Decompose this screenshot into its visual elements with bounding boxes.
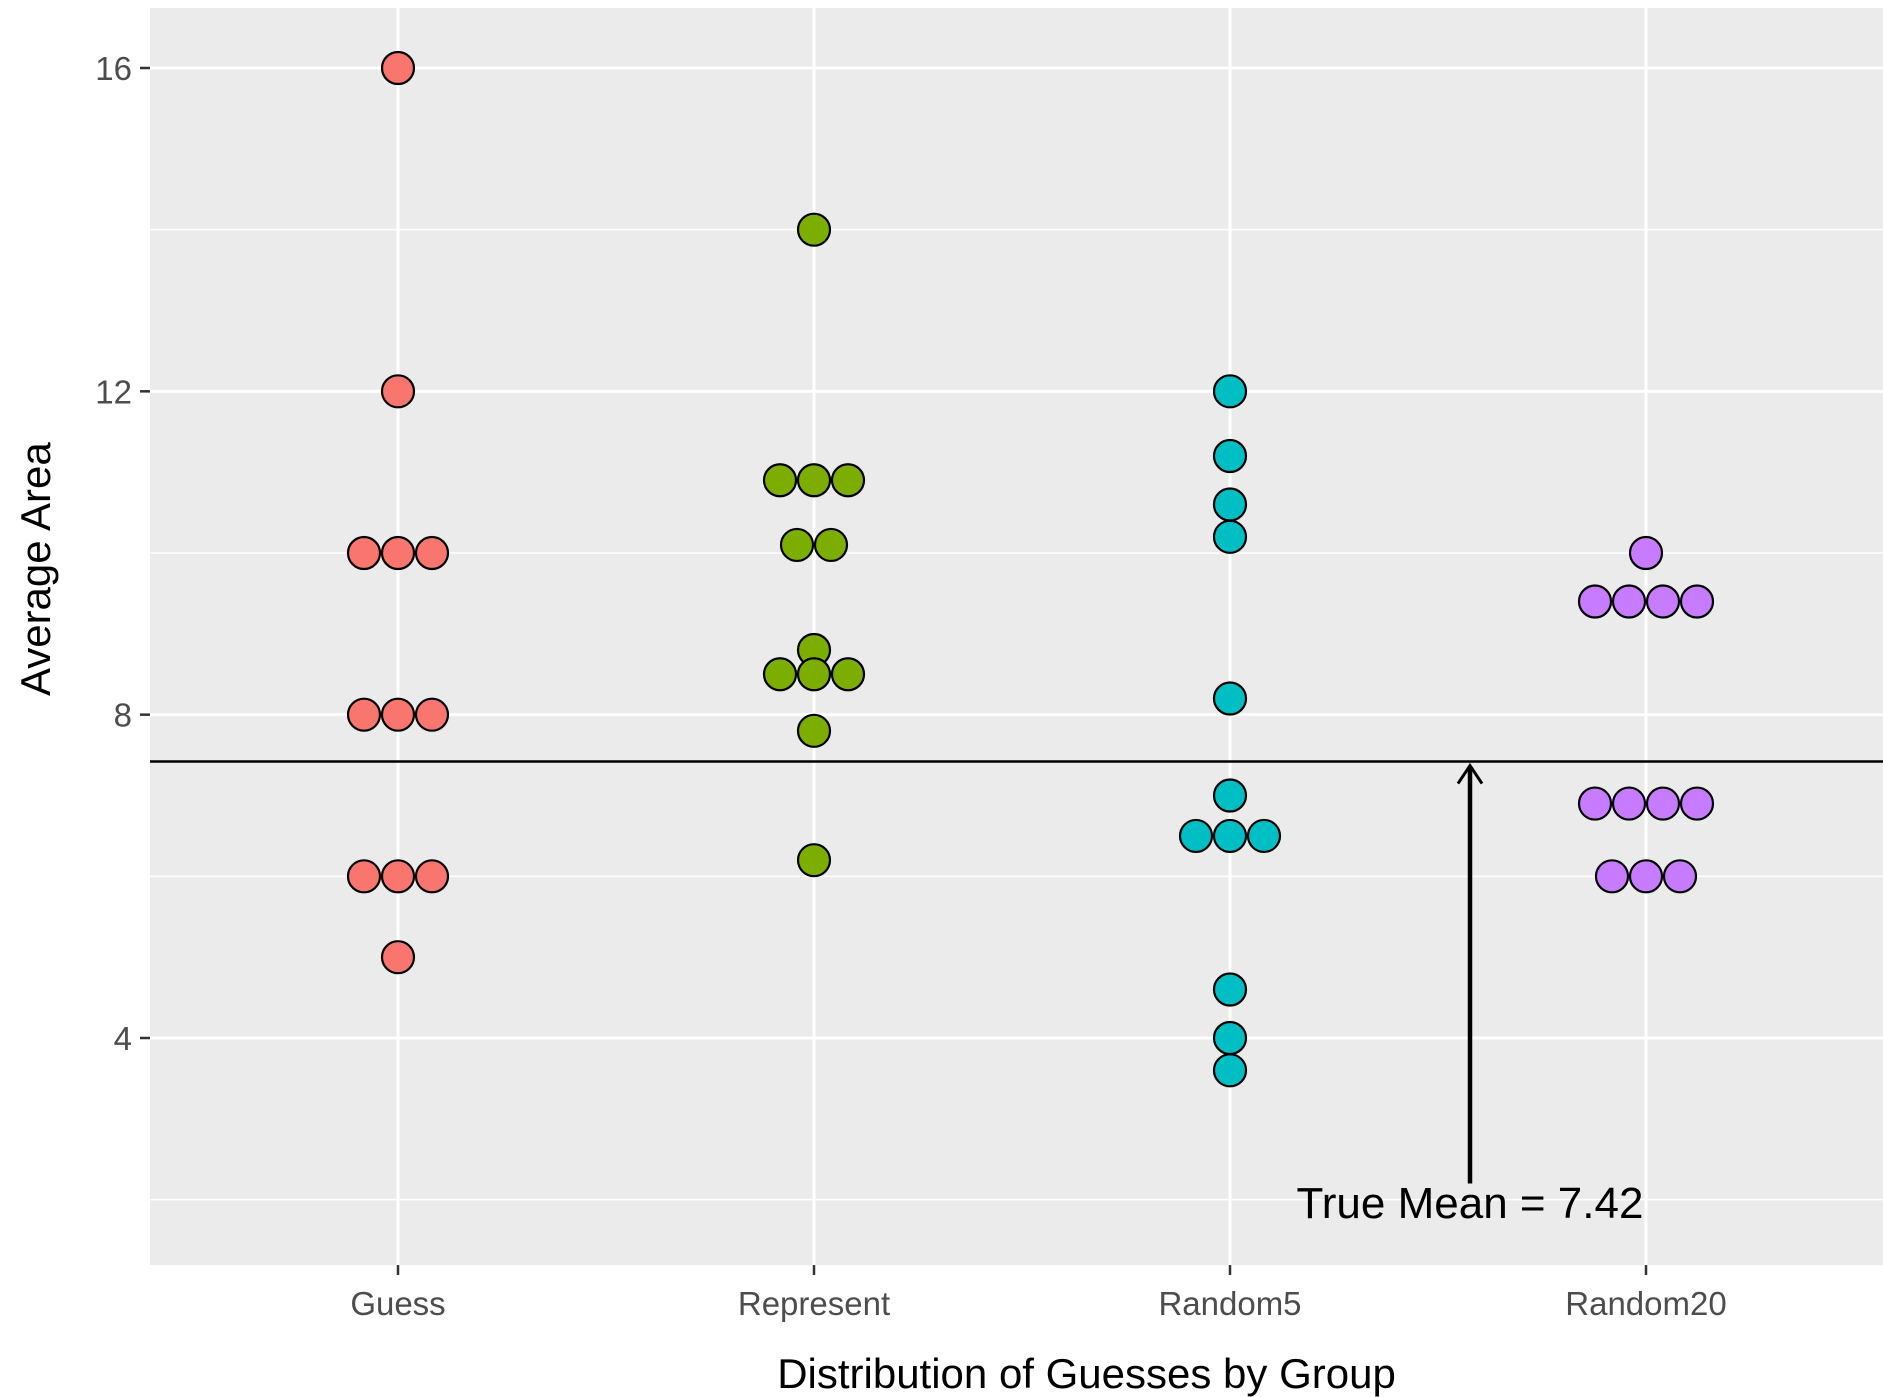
- data-point-guess: [346, 859, 382, 894]
- data-point-random5: [1212, 778, 1248, 813]
- x-axis-title: Distribution of Guesses by Group: [777, 1350, 1396, 1397]
- data-point-represent: [762, 657, 798, 692]
- data-point-random20: [1611, 584, 1647, 619]
- data-point-random20: [1611, 786, 1647, 821]
- data-point-represent: [796, 463, 832, 498]
- data-point-guess: [380, 50, 416, 86]
- data-point-random20: [1645, 786, 1681, 821]
- data-point-random5: [1212, 818, 1248, 854]
- data-point-random20: [1577, 584, 1613, 619]
- data-point-guess: [380, 859, 416, 894]
- x-tick-label: Represent: [738, 1285, 890, 1322]
- data-point-random20: [1628, 535, 1664, 571]
- data-point-random20: [1679, 786, 1715, 821]
- data-point-random5: [1246, 818, 1282, 854]
- data-point-random5: [1212, 681, 1248, 716]
- data-point-guess: [414, 697, 450, 732]
- data-point-represent: [813, 527, 849, 563]
- data-points: [346, 50, 1715, 1088]
- data-point-guess: [346, 535, 382, 571]
- data-point-random5: [1212, 487, 1248, 522]
- y-tick-label: 4: [114, 1020, 132, 1057]
- annotation-arrow-head: [1456, 762, 1484, 785]
- data-point-random20: [1577, 786, 1613, 821]
- data-point-represent: [830, 463, 866, 498]
- data-point-random5: [1212, 1020, 1248, 1056]
- data-point-guess: [380, 940, 416, 975]
- data-point-random20: [1679, 584, 1715, 619]
- data-point-represent: [796, 212, 832, 247]
- data-point-random20: [1662, 859, 1698, 894]
- data-point-represent: [762, 463, 798, 498]
- data-point-represent: [796, 713, 832, 748]
- data-point-random20: [1645, 584, 1681, 619]
- data-point-guess: [380, 374, 416, 409]
- data-point-random5: [1212, 374, 1248, 409]
- data-point-guess: [380, 535, 416, 571]
- y-tick-label: 8: [114, 697, 132, 734]
- data-point-random5: [1212, 1053, 1248, 1088]
- data-point-guess: [414, 859, 450, 894]
- panel-background: [150, 8, 1883, 1265]
- data-point-random5: [1212, 438, 1248, 474]
- x-tick-label: Random5: [1158, 1285, 1301, 1322]
- data-point-guess: [346, 697, 382, 732]
- data-point-guess: [414, 535, 450, 571]
- data-point-guess: [380, 697, 416, 732]
- x-tick-label: Guess: [350, 1285, 445, 1322]
- x-tick-label: Random20: [1565, 1285, 1726, 1322]
- data-point-random5: [1212, 972, 1248, 1007]
- y-tick-label: 12: [95, 373, 132, 410]
- data-point-random5: [1178, 818, 1214, 854]
- y-axis: 4 8 12 16: [95, 50, 150, 1057]
- annotation-arrow-group: [1456, 762, 1484, 1184]
- y-tick-label: 16: [95, 50, 132, 87]
- x-axis: Guess Represent Random5 Random20: [350, 1265, 1727, 1322]
- data-point-represent: [830, 657, 866, 692]
- data-point-random5: [1212, 519, 1248, 554]
- data-point-represent: [796, 657, 832, 692]
- data-point-represent: [779, 527, 815, 563]
- data-point-random20: [1594, 859, 1630, 894]
- y-axis-title: Average Area: [12, 442, 59, 696]
- true-mean-annotation: True Mean = 7.42: [1297, 1179, 1644, 1228]
- data-point-random20: [1628, 859, 1664, 894]
- data-point-represent: [796, 843, 832, 878]
